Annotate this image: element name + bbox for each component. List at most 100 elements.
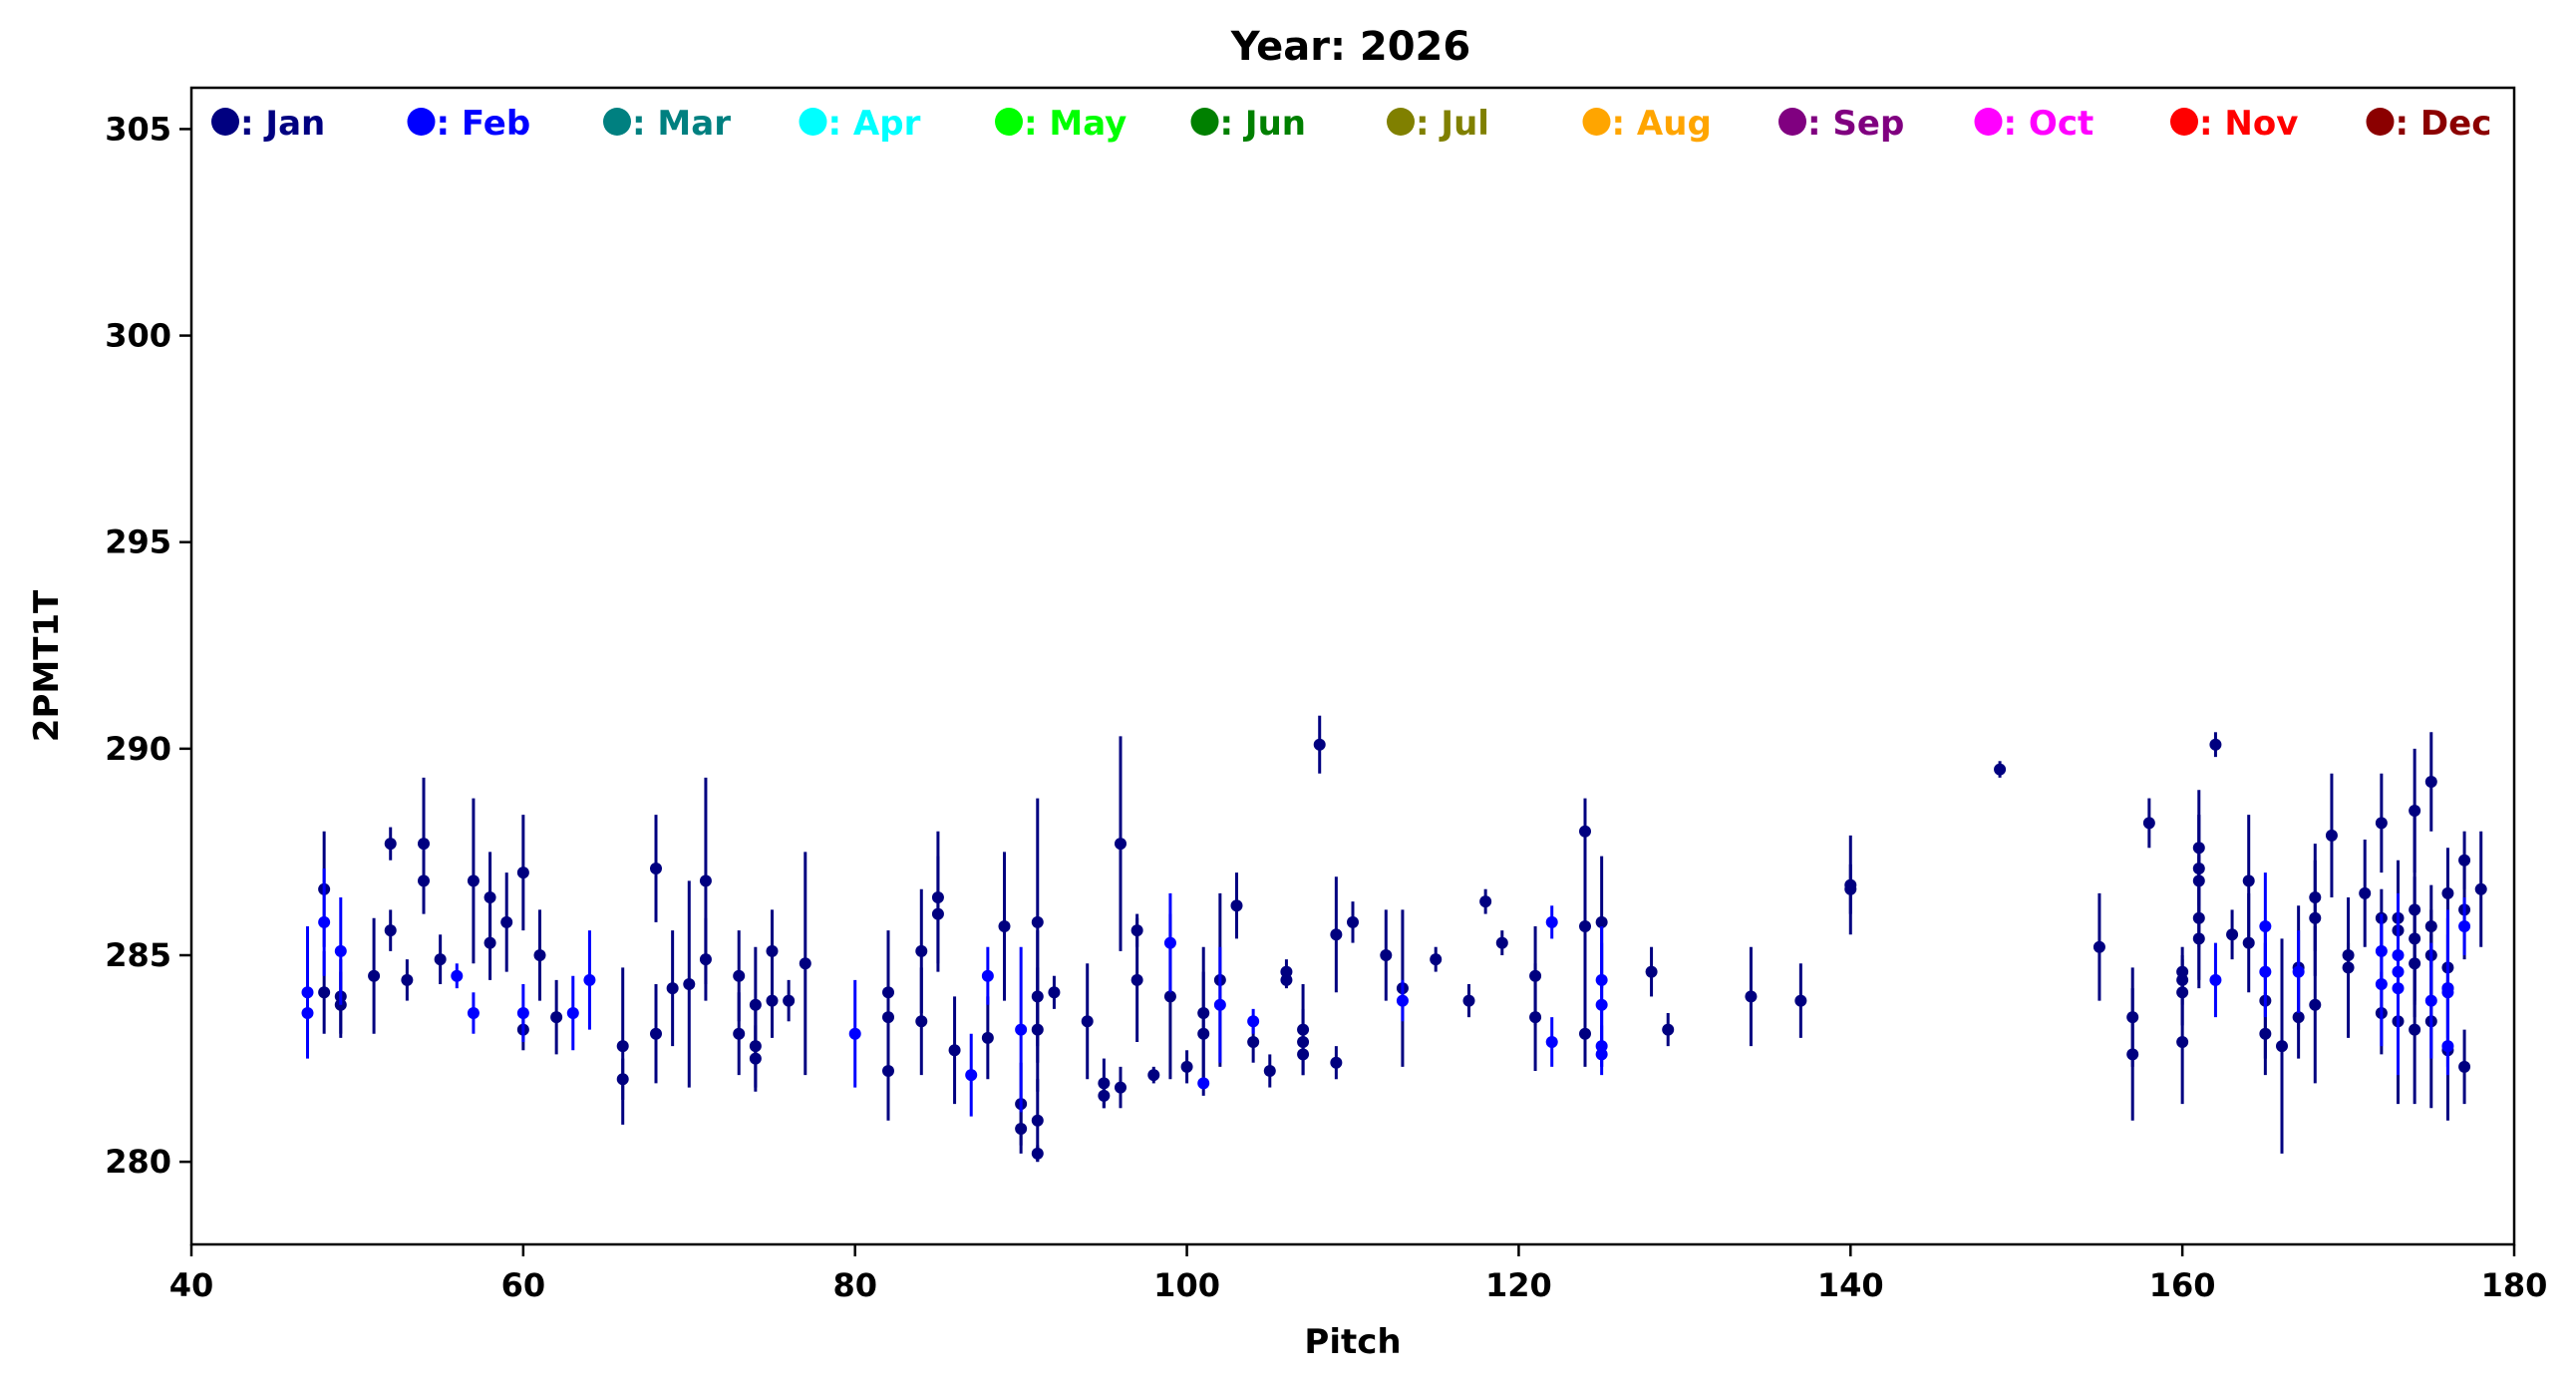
data-point	[2242, 936, 2255, 949]
legend-marker	[211, 108, 239, 136]
data-point	[1545, 915, 1558, 928]
legend-label: : Oct	[2004, 104, 2094, 144]
data-point	[467, 874, 480, 887]
legend-label: : Sep	[1807, 104, 1904, 144]
data-point	[2176, 1036, 2189, 1048]
data-point	[1645, 965, 1658, 978]
data-point	[483, 936, 496, 949]
data-point	[2409, 805, 2421, 817]
legend-item-aug: : Aug	[1582, 104, 1712, 144]
data-point	[2441, 886, 2454, 899]
data-point	[1098, 1089, 1111, 1102]
data-point	[2242, 874, 2255, 887]
legend-item-jun: : Jun	[1190, 104, 1306, 144]
data-point	[2375, 978, 2388, 990]
data-point	[2276, 1040, 2288, 1053]
data-point	[2209, 738, 2222, 751]
legend-marker	[1387, 108, 1415, 136]
data-point	[2209, 973, 2222, 986]
data-point	[1031, 1114, 1044, 1127]
data-point	[2441, 982, 2454, 995]
legend-marker	[1190, 108, 1219, 136]
data-point	[1015, 1123, 1028, 1135]
legend-label: : Feb	[437, 104, 531, 144]
plot-frame	[189, 86, 2516, 1246]
data-point	[384, 838, 397, 851]
data-point	[1031, 915, 1044, 928]
data-point	[368, 969, 381, 982]
data-point	[2309, 998, 2322, 1011]
legend-item-may: : May	[995, 104, 1127, 144]
x-tick-label: 140	[1817, 1266, 1884, 1304]
data-point	[334, 944, 347, 957]
x-ticks: 40 60 80 100 120 140 160 180	[169, 1244, 2548, 1304]
legend-marker	[799, 108, 827, 136]
data-point	[1048, 986, 1061, 999]
data-point	[1115, 838, 1127, 851]
legend-label: : Aug	[1612, 104, 1712, 144]
data-point	[616, 1073, 629, 1086]
data-point	[2142, 817, 2155, 830]
data-point	[882, 1011, 894, 1024]
data-point	[301, 1007, 314, 1019]
data-point	[733, 1027, 746, 1040]
data-point	[2458, 920, 2471, 932]
data-point	[318, 986, 331, 999]
legend-label: : Jan	[240, 104, 325, 144]
plot-area: 40 60 80 100 120 140 160 180 280 285 290 295 300 305…	[105, 86, 2548, 1304]
data-point	[948, 1044, 961, 1057]
legend-label: : Nov	[2199, 104, 2298, 144]
data-point	[1380, 949, 1393, 961]
data-point	[915, 944, 928, 957]
legend-marker	[407, 108, 436, 136]
data-point	[783, 994, 796, 1007]
data-point	[500, 915, 513, 928]
data-point	[533, 949, 546, 961]
x-tick-label: 180	[2481, 1266, 2548, 1304]
data-point	[650, 1027, 662, 1040]
legend-item-oct: : Oct	[1974, 104, 2094, 144]
legend-label: : Dec	[2396, 104, 2492, 144]
data-point	[1495, 936, 1508, 949]
data-point	[1197, 1077, 1210, 1090]
data-point	[566, 1007, 579, 1019]
legend-label: : Mar	[632, 104, 731, 144]
data-point	[981, 1031, 994, 1044]
data-point	[1180, 1060, 1193, 1073]
data-point	[418, 874, 430, 887]
legend: : Jan: Feb: Mar: Apr: May: Jun: Jul: Aug…	[211, 104, 2491, 144]
data-point	[1247, 1036, 1260, 1048]
y-tick-label: 280	[105, 1143, 171, 1181]
data-point	[483, 891, 496, 903]
data-point	[451, 969, 464, 982]
legend-marker	[995, 108, 1023, 136]
legend-item-nov: : Nov	[2170, 104, 2298, 144]
data-point	[1529, 1011, 1542, 1024]
data-point	[2441, 1040, 2454, 1053]
y-tick-label: 295	[105, 523, 171, 561]
data-point	[1015, 1023, 1028, 1036]
data-point	[467, 1007, 480, 1019]
legend-marker	[2366, 108, 2395, 136]
data-point	[550, 1011, 563, 1024]
data-point	[683, 978, 696, 990]
data-point	[2458, 1060, 2471, 1073]
data-point	[2126, 1048, 2139, 1061]
data-point	[516, 1007, 529, 1019]
y-axis-label: 2PMT1T	[27, 589, 67, 742]
y-tick-label: 285	[105, 936, 171, 974]
data-point	[401, 973, 414, 986]
data-point	[1430, 953, 1443, 966]
data-point	[1330, 928, 1343, 941]
y-tick-label: 290	[105, 730, 171, 768]
data-point	[1844, 882, 1857, 895]
data-point	[650, 863, 662, 874]
x-tick-label: 160	[2149, 1266, 2216, 1304]
legend-marker	[1778, 108, 1806, 136]
data-point	[1081, 1015, 1094, 1028]
data-point	[1396, 994, 1409, 1007]
data-point	[1347, 915, 1359, 928]
data-point	[1263, 1065, 1276, 1077]
data-point	[418, 838, 430, 851]
